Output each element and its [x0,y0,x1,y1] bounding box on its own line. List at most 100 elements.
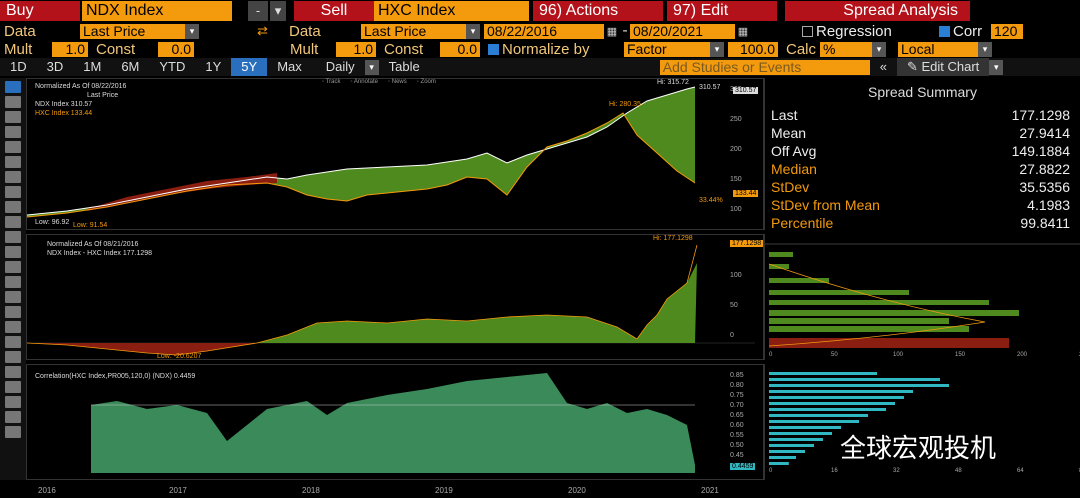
chevron-down-icon[interactable]: ▾ [978,41,992,57]
drawing-tool-icon[interactable] [5,381,21,393]
corr-window-input[interactable]: 120 [991,23,1023,39]
mult-left-input[interactable]: 1.0 [52,41,88,57]
chart-tool-track[interactable]: ◦ Track [322,79,341,85]
summary-row: Mean 27.9414 [771,124,1074,142]
regression-checkbox[interactable] [802,25,813,37]
tab-table[interactable]: Table [388,59,420,74]
drawing-tool-icon[interactable] [5,336,21,348]
drawing-tool-icon[interactable] [5,426,21,438]
x-tick-label: 0 [769,468,773,474]
calendar-icon[interactable]: ▦ [737,25,749,38]
tab-ytd[interactable]: YTD [159,59,186,74]
normalize-select[interactable]: Factor [624,41,710,57]
drawing-tool-icon[interactable] [5,201,21,213]
drawing-tool-icon[interactable] [5,96,21,108]
spread-chart-svg [27,244,755,356]
drawing-tool-icon[interactable] [5,231,21,243]
corr-checkbox[interactable] [939,25,950,37]
swap-icon[interactable]: ⇄ [257,23,268,38]
chevron-down-icon[interactable]: ▾ [270,1,286,21]
calendar-icon[interactable]: ▦ [606,25,618,38]
buy-label: Buy [0,1,80,21]
chevron-down-icon[interactable]: ▾ [364,59,379,75]
data-right-select[interactable]: Last Price [361,23,466,39]
buy-security-input[interactable]: NDX Index [82,1,232,21]
drawing-tool-icon[interactable] [5,351,21,363]
add-studies-input[interactable]: Add Studies or Events [659,59,870,75]
chevron-down-icon[interactable]: ▾ [185,23,199,39]
price-chart-panel[interactable]: Normalized As Of 08/22/2016 Last Price N… [26,78,764,230]
edit-menu[interactable]: 97) Edit [667,1,777,21]
hist-bar [769,396,904,399]
calc-select[interactable]: % [820,41,872,57]
hist-bar [769,462,789,465]
year-label: 2018 [302,486,320,495]
sell-security-input[interactable]: HXC Index [374,1,529,21]
chevron-down-icon[interactable]: ▾ [710,41,724,57]
drawing-tool-icon[interactable] [5,81,21,93]
summary-value: 27.8822 [1019,161,1070,177]
drawing-tool-icon[interactable] [5,261,21,273]
drawing-tool-icon[interactable] [5,171,21,183]
panel3-y-axis: 0.85 0.80 0.75 0.70 0.65 0.60 0.55 0.50 0.45 [728,364,764,480]
hist-bar [769,300,989,305]
tab-3d[interactable]: 3D [46,59,64,74]
ndx-line [27,86,696,216]
actions-menu[interactable]: 96) Actions [533,1,663,21]
const-right-input[interactable]: 0.0 [440,41,480,57]
drawing-tool-icon[interactable] [5,186,21,198]
chevron-down-icon[interactable]: ▾ [466,23,480,39]
tab-1y[interactable]: 1Y [205,59,222,74]
correlation-histogram-svg [769,372,949,465]
panel2-legend: NDX Index - HXC Index 177.1298 [47,250,153,257]
end-date-input[interactable]: 08/20/2021 [630,23,735,39]
hist-bar [769,326,969,332]
local-select[interactable]: Local [898,41,978,57]
edit-chart-button[interactable]: ✎ Edit Chart [896,58,990,76]
drawing-tool-icon[interactable] [5,291,21,303]
factor-input[interactable]: 100.0 [728,41,778,57]
x-tick-label: 200 [1017,352,1028,358]
tab-daily[interactable]: Daily [325,59,355,74]
drawing-tool-icon[interactable] [5,366,21,378]
tab-6m[interactable]: 6M [121,59,140,74]
data-left-select[interactable]: Last Price [80,23,185,39]
chart-tool-annotate[interactable]: ◦ Annotate [350,79,378,85]
drawing-tool-icon[interactable] [5,396,21,408]
mult-right-input[interactable]: 1.0 [336,41,376,57]
drawing-tool-icon[interactable] [5,411,21,423]
drawing-tool-icon[interactable] [5,306,21,318]
correlation-panel[interactable]: Correlation(HXC Index,PR005,120,0) (NDX)… [26,364,764,480]
y-tick-label: 0.55 [730,432,744,439]
watermark: 全球宏观投机 [840,434,997,464]
drawing-tool-icon[interactable] [5,126,21,138]
x-tick-label: 0 [769,352,773,358]
tab-1d[interactable]: 1D [10,59,27,74]
chart-tool-news[interactable]: ◦ News [387,79,407,85]
drawing-tool-icon[interactable] [5,276,21,288]
drawing-tool-icon[interactable] [5,141,21,153]
start-date-input[interactable]: 08/22/2016 [484,23,604,39]
drawing-tool-icon[interactable] [5,216,21,228]
const-left-input[interactable]: 0.0 [158,41,194,57]
tab-max[interactable]: Max [277,59,302,74]
drawing-tool-icon[interactable] [5,156,21,168]
chart-tool-zoom[interactable]: ◦ Zoom [416,79,436,85]
chart-tools[interactable]: ◦ Track ◦ Annotate ◦ News ◦ Zoom [322,79,446,85]
drawing-tool-icon[interactable] [5,321,21,333]
date-dash: - [622,22,628,39]
spread-chart-panel[interactable]: Normalized As Of 08/21/2016 NDX Index - … [26,234,764,360]
collapse-icon[interactable]: « [879,59,887,74]
tab-5y[interactable]: 5Y [231,58,268,76]
tab-1m[interactable]: 1M [83,59,102,74]
year-label: 2021 [701,486,719,495]
data-label-left: Data [4,22,36,40]
summary-key: Off Avg [771,143,817,159]
drawing-tool-icon[interactable] [5,246,21,258]
normalize-checkbox[interactable] [488,43,499,55]
chevron-down-icon[interactable]: ▾ [989,59,1004,75]
drawing-tool-icon[interactable] [5,111,21,123]
chevron-down-icon[interactable]: ▾ [872,41,886,57]
operator-select[interactable]: - [248,1,268,21]
mult-label-left: Mult [4,40,33,58]
